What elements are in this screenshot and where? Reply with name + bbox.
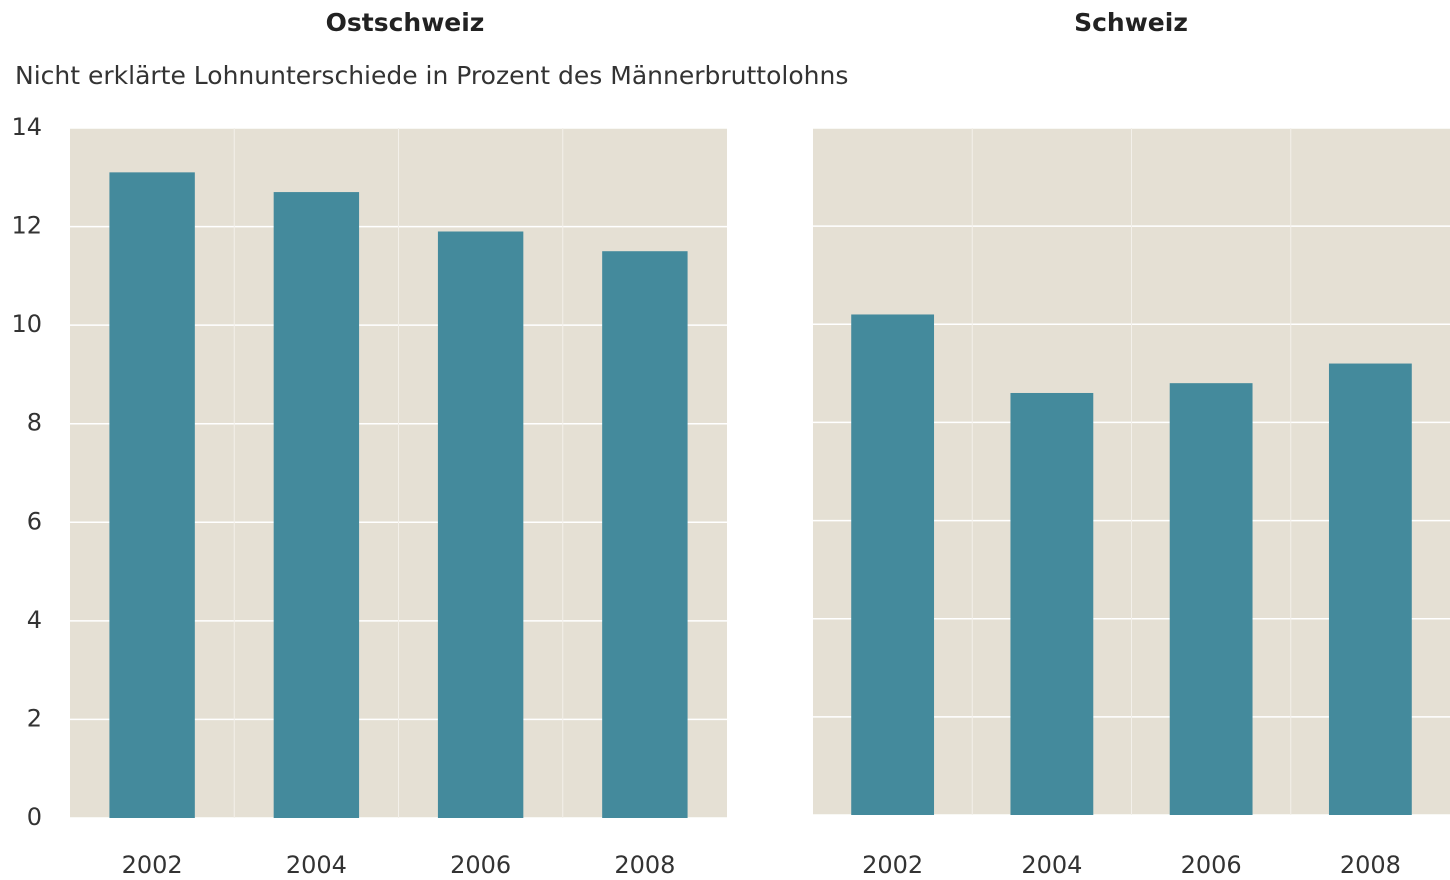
- bar: [1010, 392, 1094, 815]
- y-tick-label: 12: [11, 212, 42, 240]
- x-tick-label: 2008: [614, 851, 675, 879]
- y-tick-label: 8: [27, 409, 42, 437]
- x-tick-label: 2006: [450, 851, 511, 879]
- bar: [602, 251, 688, 818]
- bar: [109, 172, 195, 818]
- y-tick-label: 10: [11, 310, 42, 338]
- bar: [851, 314, 935, 815]
- x-tick-label: 2002: [122, 851, 183, 879]
- x-tick-label: 2004: [1021, 851, 1082, 879]
- y-tick-label: 0: [27, 803, 42, 831]
- y-tick-label: 4: [27, 606, 42, 634]
- bar: [437, 231, 524, 818]
- subtitle: Nicht erklärte Lohnunterschiede in Proze…: [15, 61, 848, 90]
- y-tick-label: 14: [11, 113, 42, 141]
- chart-title: Ostschweiz: [326, 8, 485, 37]
- bar: [1328, 363, 1412, 815]
- x-tick-label: 2002: [862, 851, 923, 879]
- chart-title: Schweiz: [1074, 8, 1188, 37]
- x-tick-label: 2006: [1181, 851, 1242, 879]
- x-tick-label: 2008: [1340, 851, 1401, 879]
- x-tick-label: 2004: [286, 851, 347, 879]
- y-tick-label: 2: [27, 704, 42, 732]
- y-tick-label: 6: [27, 507, 42, 535]
- bar: [1169, 383, 1253, 815]
- bar: [273, 192, 360, 819]
